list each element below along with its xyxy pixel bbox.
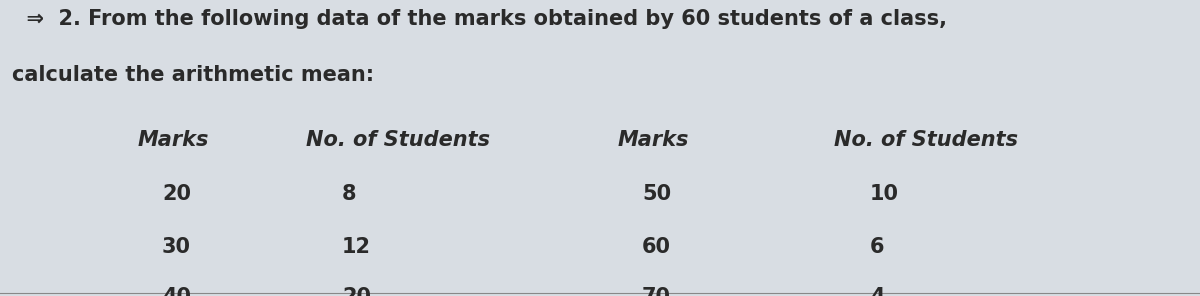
Text: 20: 20: [162, 184, 191, 204]
Text: No. of Students: No. of Students: [306, 130, 490, 150]
Text: 30: 30: [162, 237, 191, 257]
Text: 60: 60: [642, 237, 671, 257]
Text: 12: 12: [342, 237, 371, 257]
Text: 6: 6: [870, 237, 884, 257]
Text: 4: 4: [870, 287, 884, 296]
Text: 70: 70: [642, 287, 671, 296]
Text: Marks: Marks: [138, 130, 209, 150]
Text: 10: 10: [870, 184, 899, 204]
Text: 20: 20: [342, 287, 371, 296]
Text: Marks: Marks: [618, 130, 689, 150]
Text: 50: 50: [642, 184, 671, 204]
Text: 8: 8: [342, 184, 356, 204]
Text: ⇒  2. From the following data of the marks obtained by 60 students of a class,: ⇒ 2. From the following data of the mark…: [12, 9, 947, 29]
Text: calculate the arithmetic mean:: calculate the arithmetic mean:: [12, 65, 374, 85]
Text: No. of Students: No. of Students: [834, 130, 1018, 150]
Text: 40: 40: [162, 287, 191, 296]
